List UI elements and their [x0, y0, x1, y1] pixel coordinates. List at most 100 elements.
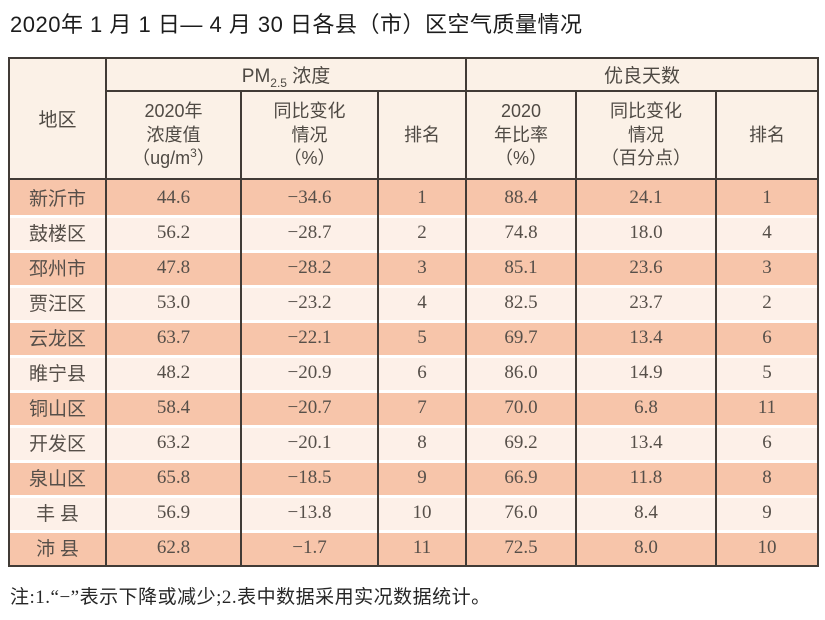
good-change-cell: 11.8	[575, 460, 717, 496]
pm-change-line1: 同比变化	[273, 101, 346, 122]
page-title: 2020年 1 月 1 日— 4 月 30 日各县（市）区空气质量情况	[10, 12, 583, 37]
col-group-pm25: PM2.5 浓度	[105, 58, 467, 93]
col-group-good-days: 优良天数	[464, 58, 820, 93]
pm-rank-cell: 11	[377, 530, 467, 567]
pm-change-cell: −22.1	[240, 320, 379, 356]
good-rate-line1: 2020	[500, 101, 542, 122]
pm-change-cell: −20.7	[240, 390, 379, 426]
pm-value-cell: 63.7	[105, 320, 242, 356]
pm-value-cell: 48.2	[105, 355, 242, 391]
pm-rank-cell: 2	[377, 215, 467, 251]
table-body: 新沂市 44.6 −34.6 1 88.4 24.1 1 鼓楼区 56.2 −2…	[8, 179, 820, 567]
table-row: 丰 县 56.9 −13.8 10 76.0 8.4 9	[8, 495, 820, 531]
pm-rank-cell: 3	[377, 250, 467, 286]
table-row: 新沂市 44.6 −34.6 1 88.4 24.1 1	[8, 179, 820, 216]
good-change-cell: 13.4	[575, 320, 717, 356]
col-header-pm-value: 2020年 浓度值 （ug/m3）	[105, 91, 242, 181]
good-rank-cell: 6	[714, 425, 820, 461]
good-rate-cell: 88.4	[465, 179, 577, 216]
pm-rank-cell: 5	[377, 320, 467, 356]
pm-value-cell: 47.8	[105, 250, 242, 286]
good-change-cell: 18.0	[575, 215, 717, 251]
pm-value-cell: 63.2	[105, 425, 242, 461]
footnote: 注:1.“−”表示下降或减少;2.表中数据采用实况数据统计。	[10, 587, 491, 609]
good-rank-cell: 8	[714, 460, 820, 496]
pm-change-cell: −13.8	[240, 495, 379, 531]
pm-value-cell: 65.8	[105, 460, 242, 496]
good-change-cell: 8.0	[575, 530, 717, 567]
table-row: 云龙区 63.7 −22.1 5 69.7 13.4 6	[8, 320, 820, 356]
good-rate-line2: 年比率	[494, 124, 548, 145]
good-change-cell: 6.8	[575, 390, 717, 426]
good-rank-cell: 1	[714, 179, 820, 216]
table-row: 邳州市 47.8 −28.2 3 85.1 23.6 3	[8, 250, 820, 286]
pm-rank-cell: 1	[377, 179, 467, 216]
pm-change-cell: −28.2	[240, 250, 379, 286]
region-cell: 云龙区	[8, 320, 107, 356]
pm-change-cell: −20.9	[240, 355, 379, 391]
pm-value-cell: 58.4	[105, 390, 242, 426]
good-change-line1: 同比变化	[610, 101, 682, 122]
good-rate-cell: 76.0	[465, 495, 577, 531]
good-change-cell: 23.7	[575, 285, 717, 321]
pm-rank-cell: 7	[377, 390, 467, 426]
pm-value-cell: 44.6	[105, 179, 242, 216]
good-rank-cell: 5	[714, 355, 820, 391]
table-row: 睢宁县 48.2 −20.9 6 86.0 14.9 5	[8, 355, 820, 391]
pm-value-unit: （ug/m3）	[132, 146, 215, 169]
col-header-pm-rank: 排名	[377, 91, 467, 181]
good-rate-cell: 86.0	[465, 355, 577, 391]
good-change-cell: 8.4	[575, 495, 717, 531]
pm-change-cell: −18.5	[240, 460, 379, 496]
table-row: 贾汪区 53.0 −23.2 4 82.5 23.7 2	[8, 285, 820, 321]
good-rate-cell: 69.7	[465, 320, 577, 356]
good-rank-cell: 10	[714, 530, 820, 567]
good-change-cell: 14.9	[575, 355, 717, 391]
pm-change-cell: −34.6	[240, 179, 379, 216]
good-change-line3: （百分点）	[601, 148, 691, 169]
unit-superscript: 3	[190, 146, 197, 161]
header-sub-row: 2020年 浓度值 （ug/m3） 同比变化 情况 （%） 排名 2020 年比…	[9, 91, 820, 181]
good-rank-cell: 11	[714, 390, 820, 426]
table-row: 鼓楼区 56.2 −28.7 2 74.8 18.0 4	[8, 215, 820, 251]
pm-value-cell: 53.0	[105, 285, 242, 321]
table-row: 铜山区 58.4 −20.7 7 70.0 6.8 11	[8, 390, 820, 426]
good-change-cell: 23.6	[575, 250, 717, 286]
pm-change-cell: −1.7	[240, 530, 379, 567]
good-rank-cell: 3	[714, 250, 820, 286]
col-header-good-rate: 2020 年比率 （%）	[465, 91, 577, 181]
good-rank-cell: 4	[714, 215, 820, 251]
col-header-pm-change: 同比变化 情况 （%）	[240, 91, 379, 181]
table-row: 开发区 63.2 −20.1 8 69.2 13.4 6	[8, 425, 820, 461]
col-header-good-rank: 排名	[714, 91, 820, 181]
region-cell: 铜山区	[8, 390, 107, 426]
pm25-label-prefix: PM	[241, 66, 271, 88]
pm-rank-cell: 8	[377, 425, 467, 461]
good-rate-cell: 70.0	[465, 390, 577, 426]
good-change-line2: 情况	[628, 124, 664, 145]
good-rank-cell: 6	[714, 320, 820, 356]
pm-value-line1: 2020年	[144, 101, 203, 122]
pm25-subscript: 2.5	[270, 76, 287, 91]
good-rate-cell: 72.5	[465, 530, 577, 567]
header-group-row: 地区 PM2.5 浓度 优良天数	[8, 58, 820, 181]
table-row: 沛 县 62.8 −1.7 11 72.5 8.0 10	[8, 530, 820, 567]
col-header-region: 地区	[8, 58, 107, 181]
pm-rank-cell: 6	[377, 355, 467, 391]
good-rate-cell: 69.2	[465, 425, 577, 461]
good-change-cell: 24.1	[575, 179, 717, 216]
region-cell: 贾汪区	[8, 285, 107, 321]
pm-change-cell: −23.2	[240, 285, 379, 321]
good-rank-cell: 9	[714, 495, 820, 531]
pm-change-line2: 情况	[291, 124, 328, 145]
region-cell: 丰 县	[8, 495, 107, 531]
pm-rank-cell: 9	[377, 460, 467, 496]
good-rate-line3: （%）	[494, 148, 547, 169]
good-rate-cell: 74.8	[465, 215, 577, 251]
region-cell: 新沂市	[8, 179, 107, 216]
pm-value-cell: 62.8	[105, 530, 242, 567]
region-cell: 邳州市	[8, 250, 107, 286]
region-cell: 沛 县	[8, 530, 107, 567]
pm-rank-cell: 4	[377, 285, 467, 321]
